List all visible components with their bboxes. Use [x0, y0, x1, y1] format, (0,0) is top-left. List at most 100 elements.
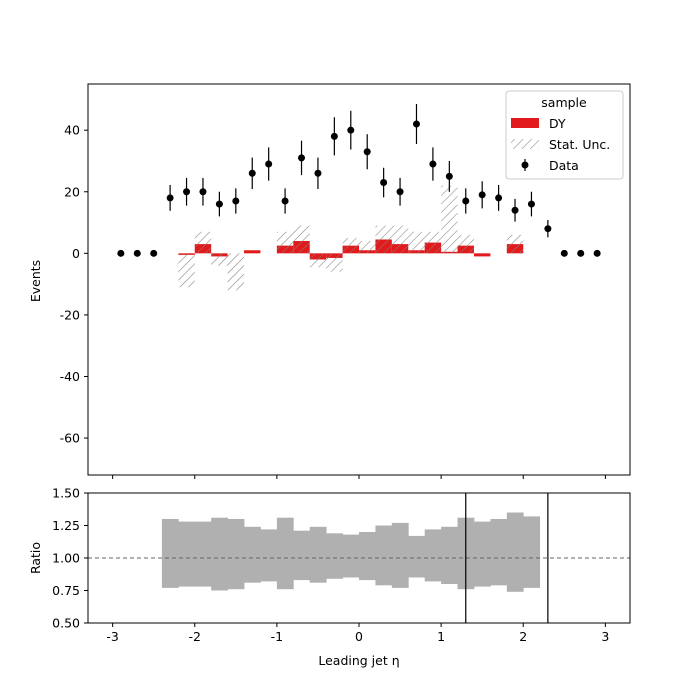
- data-point: [429, 160, 437, 168]
- stat-unc-band: [506, 234, 524, 254]
- legend: sample DY Stat. Unc. Data: [505, 90, 624, 180]
- legend-dy-swatch: [511, 118, 539, 128]
- data-point: [281, 197, 289, 205]
- stat-unc-band: [359, 241, 376, 254]
- ratio-unc-band: [309, 526, 327, 583]
- legend-dy-label: DY: [549, 116, 566, 131]
- data-point: [150, 249, 158, 257]
- ratio-unc-band: [408, 535, 426, 578]
- ratio-x-tick-label: -2: [189, 629, 201, 644]
- legend-data-marker: [521, 161, 529, 169]
- data-point: [248, 169, 256, 177]
- ratio-unc-band: [260, 529, 278, 582]
- stat-unc-band: [408, 231, 425, 254]
- stat-unc-band: [211, 253, 228, 266]
- data-point: [199, 188, 207, 196]
- ratio-unc-band: [441, 526, 458, 584]
- ratio-x-tick-label: -1: [271, 629, 283, 644]
- ratio-unc-band: [342, 534, 360, 578]
- main-y-tick-label: -60: [60, 431, 80, 446]
- data-point: [478, 191, 486, 199]
- legend-stat-unc-swatch: [511, 139, 539, 149]
- main-y-tick-label: 0: [72, 246, 80, 261]
- dy-bar: [473, 253, 491, 257]
- ratio-unc-band: [194, 521, 212, 587]
- data-point: [117, 249, 125, 257]
- stat-unc-band: [424, 231, 442, 254]
- data-point: [183, 188, 191, 196]
- ratio-unc-band: [490, 519, 508, 586]
- main-y-tick-label: -20: [60, 307, 80, 322]
- legend-data-label: Data: [549, 158, 579, 173]
- legend-stat-unc-label: Stat. Unc.: [549, 137, 610, 152]
- stat-unc-band: [441, 185, 458, 254]
- data-point: [347, 126, 355, 134]
- data-point: [445, 172, 453, 180]
- data-point: [462, 197, 470, 205]
- main-y-tick-label: 20: [64, 184, 80, 199]
- data-point: [380, 179, 388, 187]
- data-point: [396, 188, 404, 196]
- stat-unc-band: [194, 231, 212, 254]
- stat-unc-band: [227, 253, 245, 291]
- data-point: [495, 194, 503, 202]
- ratio-unc-band: [293, 530, 311, 581]
- ratio-unc-band: [375, 525, 393, 586]
- data-point: [215, 200, 223, 208]
- ratio-y-tick-label: 1.25: [52, 518, 80, 533]
- ratio-panel: -3 -2 -1 0 1 2 3 0.50 0.75 1.00 1.25 1.50: [52, 486, 631, 644]
- ratio-unc-band: [424, 529, 442, 582]
- dy-bar: [244, 250, 261, 254]
- stat-unc-band: [326, 253, 343, 272]
- stat-unc-band: [309, 253, 327, 268]
- ratio-y-tick-label: 0.75: [52, 583, 80, 598]
- stat-unc-band: [457, 234, 474, 254]
- data-point: [330, 132, 338, 140]
- ratio-unc-band: [506, 512, 524, 592]
- ratio-y-tick-label: 0.50: [52, 616, 80, 631]
- data-point: [133, 249, 141, 257]
- data-point: [363, 148, 371, 156]
- ratio-x-tick-label: 1: [437, 629, 445, 644]
- main-y-axis-label: Events: [28, 260, 43, 302]
- ratio-unc-band: [244, 526, 261, 583]
- ratio-unc-band: [473, 521, 491, 587]
- data-point: [544, 225, 552, 233]
- ratio-unc-band: [276, 517, 294, 590]
- stat-unc-band: [375, 225, 392, 254]
- x-axis-label: Leading jet η: [318, 653, 399, 668]
- data-point: [527, 200, 535, 208]
- data-point: [314, 169, 322, 177]
- stat-unc-band: [293, 225, 310, 254]
- ratio-unc-band: [391, 522, 409, 588]
- ratio-x-tick-label: -3: [106, 629, 118, 644]
- stat-unc-band: [391, 225, 409, 254]
- data-point: [593, 249, 601, 257]
- ratio-unc-band: [211, 517, 229, 591]
- stat-unc-band: [342, 237, 359, 254]
- data-point: [577, 249, 585, 257]
- ratio-y-tick-label: 1.00: [52, 551, 80, 566]
- ratio-y-tick-label: 1.50: [52, 486, 80, 501]
- main-y-tick-label: -40: [60, 369, 80, 384]
- legend-title: sample: [541, 95, 587, 110]
- data-point: [166, 194, 174, 202]
- ratio-y-axis-label: Ratio: [28, 542, 43, 574]
- legend-frame: [505, 90, 624, 180]
- main-panel: -60 -40 -20 0 20 40: [60, 83, 631, 479]
- ratio-x-tick-label: 0: [355, 629, 363, 644]
- ratio-unc-band: [359, 532, 376, 581]
- ratio-unc-band: [161, 519, 179, 588]
- ratio-unc-band: [523, 516, 541, 588]
- data-point: [412, 120, 420, 128]
- stat-unc-band: [178, 253, 195, 288]
- ratio-unc-band: [326, 533, 343, 579]
- ratio-unc-band: [227, 519, 245, 590]
- data-point: [511, 206, 519, 214]
- ratio-x-tick-label: 3: [601, 629, 609, 644]
- ratio-x-tick-label: 2: [519, 629, 527, 644]
- main-y-tick-label: 40: [64, 123, 80, 138]
- ratio-unc-band: [178, 521, 196, 587]
- data-point: [560, 249, 568, 257]
